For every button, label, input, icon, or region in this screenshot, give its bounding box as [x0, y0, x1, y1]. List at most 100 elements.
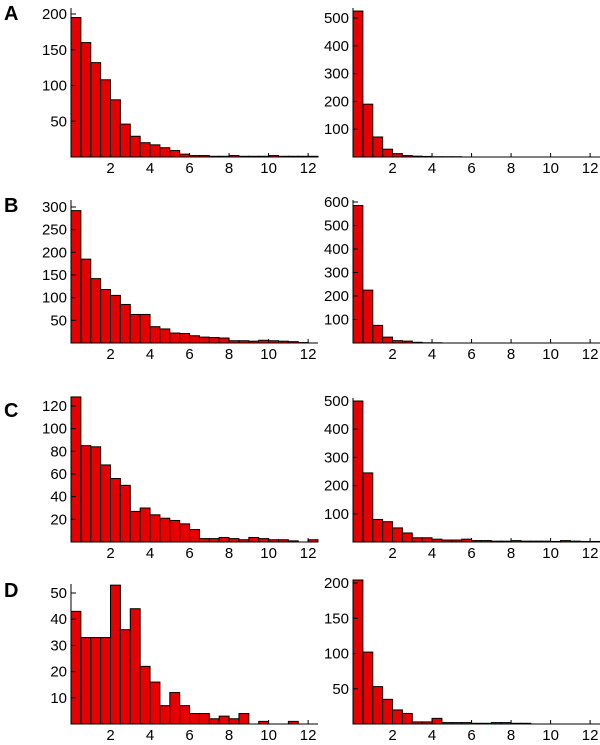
- histogram-bar: [198, 713, 210, 725]
- histogram-bar: [119, 629, 131, 725]
- panel-label-d: D: [4, 580, 18, 602]
- x-tick-label: 6: [467, 727, 475, 744]
- y-tick-label: 20: [50, 511, 67, 528]
- histogram-bar: [80, 637, 92, 725]
- histogram-bar: [70, 17, 82, 158]
- histogram-bar: [110, 294, 121, 344]
- y-tick-label: 500: [324, 393, 349, 410]
- y-tick-label: 200: [324, 93, 349, 110]
- x-tick-label: 6: [185, 160, 193, 177]
- histogram-bar: [149, 326, 161, 344]
- x-tick-label: 10: [260, 346, 277, 363]
- y-tick-label: 150: [42, 42, 67, 59]
- y-tick-label: 100: [324, 121, 349, 138]
- histogram-bar: [362, 289, 374, 344]
- histogram-bar: [70, 610, 82, 725]
- x-tick-label: 8: [507, 160, 515, 177]
- histogram-bar: [179, 705, 191, 725]
- y-tick-label: 400: [324, 38, 349, 55]
- histogram-bar: [159, 328, 171, 344]
- histogram-bar: [208, 337, 220, 344]
- x-tick-label: 12: [582, 727, 599, 744]
- y-tick-label: 40: [50, 489, 67, 506]
- panel-label-b: B: [4, 195, 18, 217]
- y-tick-label: 80: [50, 443, 67, 460]
- x-tick-label: 4: [428, 346, 436, 363]
- x-tick-label: 8: [507, 346, 515, 363]
- histogram-bar: [189, 713, 200, 725]
- histogram-bar: [362, 103, 374, 158]
- histogram-bar: [352, 400, 364, 543]
- histogram-bar: [372, 686, 384, 725]
- histogram-bar: [382, 336, 394, 344]
- histogram-panel-6: 100 200 300 400 500 2 4 6 8 10 12: [324, 393, 600, 562]
- y-tick-label: 200: [42, 6, 67, 23]
- x-tick-label: 8: [507, 545, 515, 562]
- histogram-bar: [228, 538, 240, 543]
- x-tick-label: 10: [542, 727, 559, 744]
- histogram-bar: [80, 258, 92, 344]
- histogram-bar: [139, 142, 151, 158]
- x-tick-label: 4: [146, 545, 154, 562]
- x-tick-label: 8: [225, 346, 233, 363]
- histogram-bar: [392, 153, 403, 158]
- histogram-panel-1: 50 100 150 200 2 4 6 8 10 12: [42, 6, 319, 177]
- x-tick-label: 6: [185, 346, 193, 363]
- x-tick-label: 12: [300, 727, 317, 744]
- histogram-bar: [189, 335, 200, 344]
- histogram-bar: [129, 608, 141, 725]
- y-tick-label: 200: [324, 478, 349, 495]
- histogram-bar: [129, 135, 141, 158]
- histogram-bar: [362, 651, 374, 725]
- histogram-bar: [179, 523, 191, 543]
- histogram-bar: [110, 478, 121, 543]
- histogram-bar: [100, 637, 112, 725]
- histogram-bar: [382, 148, 394, 158]
- x-tick-label: 10: [542, 545, 559, 562]
- histogram-bar: [139, 507, 151, 543]
- histogram-bar: [90, 446, 102, 543]
- y-tick-label: 20: [50, 664, 67, 681]
- x-tick-label: 4: [428, 160, 436, 177]
- x-tick-label: 4: [428, 727, 436, 744]
- histogram-bar: [198, 538, 210, 543]
- x-tick-label: 10: [542, 160, 559, 177]
- histogram-bar: [110, 99, 121, 158]
- histogram-bar: [352, 205, 364, 344]
- histogram-bar: [139, 313, 151, 344]
- x-tick-label: 10: [260, 727, 277, 744]
- x-tick-label: 6: [185, 727, 193, 744]
- panel-label-a: A: [4, 3, 18, 25]
- y-tick-label: 250: [42, 222, 67, 239]
- x-tick-label: 4: [146, 160, 154, 177]
- histogram-bar: [169, 150, 181, 158]
- y-tick-label: 100: [324, 312, 349, 329]
- x-tick-label: 8: [225, 545, 233, 562]
- histogram-bar: [401, 712, 413, 725]
- histogram-bar: [129, 313, 141, 344]
- histogram-bar: [80, 42, 92, 158]
- y-tick-label: 100: [324, 506, 349, 523]
- x-tick-label: 12: [300, 545, 317, 562]
- histogram-bar: [218, 337, 230, 344]
- y-tick-label: 400: [324, 421, 349, 438]
- x-tick-label: 12: [582, 545, 599, 562]
- panel-label-c: C: [4, 400, 18, 422]
- histogram-bar: [238, 713, 250, 725]
- y-tick-label: 400: [324, 241, 349, 258]
- histogram-bar: [189, 529, 200, 543]
- y-tick-label: 300: [324, 265, 349, 282]
- x-tick-label: 12: [300, 160, 317, 177]
- histogram-bar: [169, 692, 181, 725]
- y-tick-label: 30: [50, 637, 67, 654]
- histogram-bar: [372, 324, 384, 344]
- x-tick-label: 2: [388, 545, 396, 562]
- y-tick-label: 200: [42, 244, 67, 261]
- x-tick-label: 10: [260, 160, 277, 177]
- histogram-bar: [90, 62, 102, 158]
- y-tick-label: 300: [42, 199, 67, 216]
- histogram-panel-3: 50 100 150 200 250 300 2 4 6 8 10 12: [42, 199, 318, 363]
- histogram-bar: [80, 445, 92, 543]
- histogram-bar: [411, 537, 423, 543]
- y-tick-label: 100: [324, 646, 349, 663]
